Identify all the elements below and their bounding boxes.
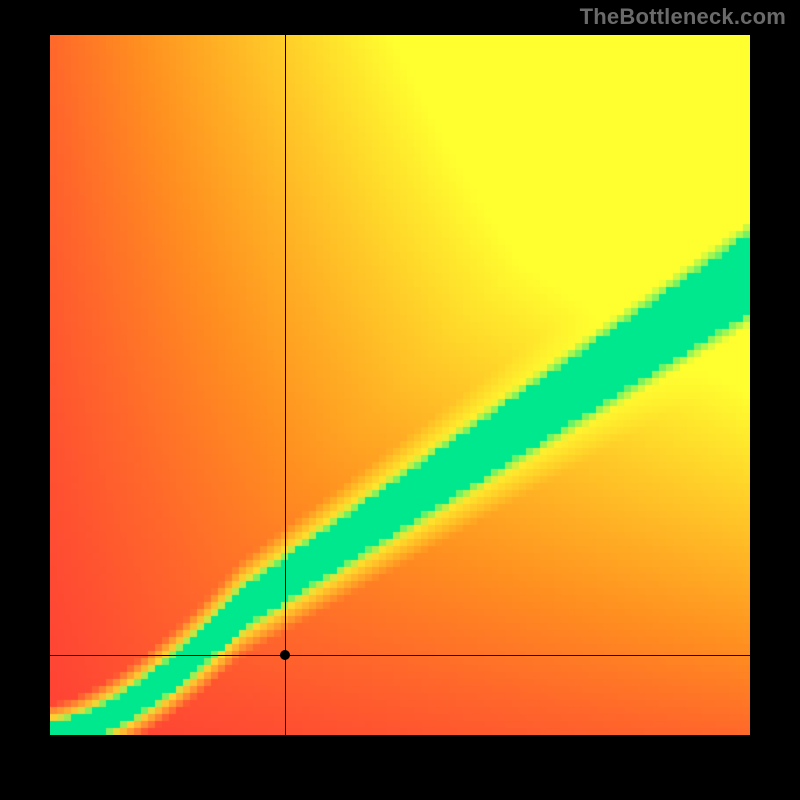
heatmap-canvas: [50, 35, 750, 735]
watermark-text: TheBottleneck.com: [580, 4, 786, 30]
crosshair-vertical: [285, 35, 286, 735]
crosshair-marker-dot: [280, 650, 290, 660]
heatmap-plot: [50, 35, 750, 735]
crosshair-horizontal: [50, 655, 750, 656]
